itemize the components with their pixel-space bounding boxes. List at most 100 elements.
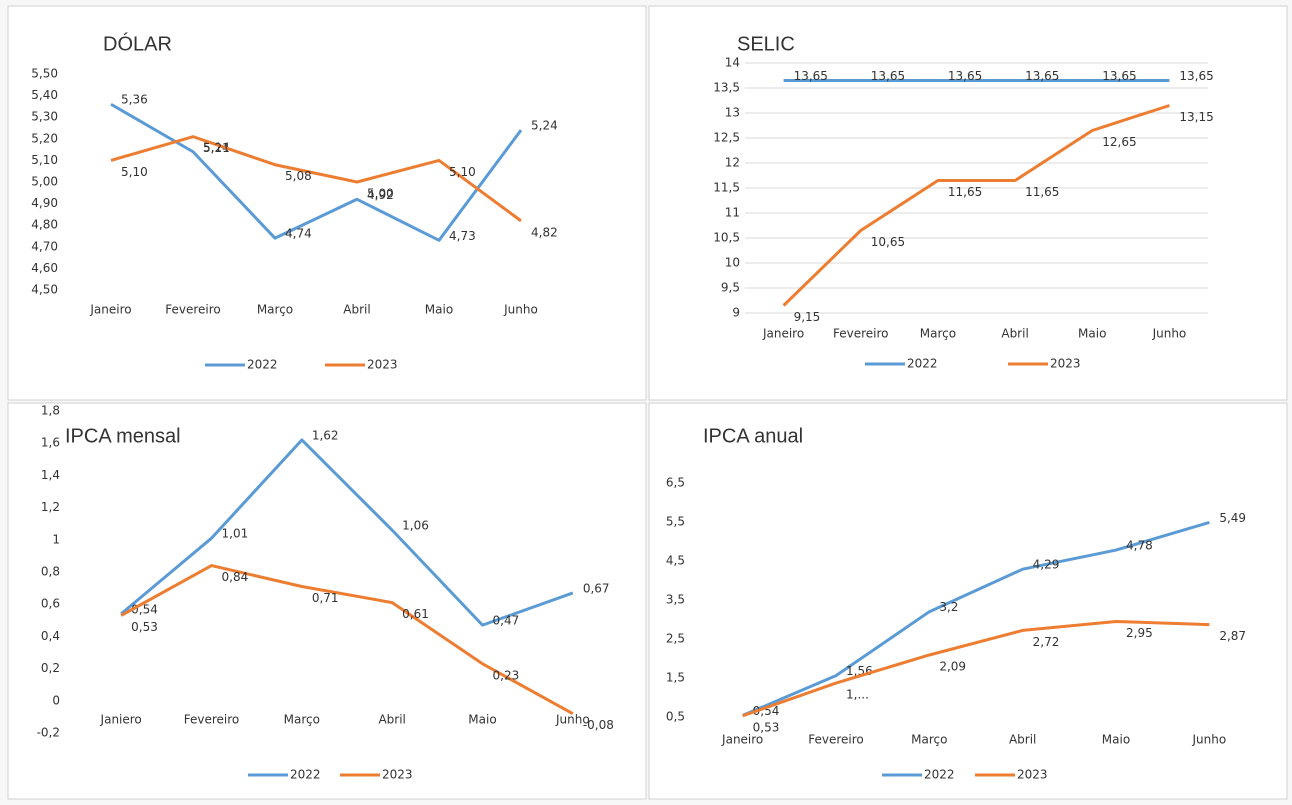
- x-tick-label: Janeiro: [89, 303, 131, 317]
- data-label: 4,78: [1126, 539, 1153, 553]
- data-label: 13,65: [1179, 69, 1213, 83]
- series-line: [110, 102, 523, 242]
- x-tick-label: Janiero: [100, 713, 142, 727]
- x-tick-label: Fevereiro: [833, 327, 889, 341]
- data-label: 13,65: [948, 69, 982, 83]
- y-tick-label: 14: [725, 56, 740, 70]
- data-label: 10,65: [871, 235, 905, 249]
- x-tick-label: Abril: [343, 303, 370, 317]
- chart-panel: [648, 402, 1288, 800]
- legend-label: 2023: [1050, 357, 1081, 371]
- y-tick-label: 1,8: [41, 404, 60, 418]
- x-tick-label: Abril: [1001, 327, 1028, 341]
- data-label: 0,61: [402, 607, 429, 621]
- y-tick-label: 5,5: [666, 515, 685, 529]
- data-label: 5,00: [367, 187, 394, 201]
- data-label: 11,65: [1025, 185, 1059, 199]
- x-tick-label: Maio: [468, 713, 496, 727]
- data-label: 11,65: [948, 185, 982, 199]
- data-label: 0,53: [753, 720, 780, 734]
- data-label: 2,72: [1033, 635, 1060, 649]
- y-tick-label: 13,5: [713, 81, 740, 95]
- data-label: 2,87: [1219, 629, 1246, 643]
- y-tick-label: 5,10: [31, 153, 58, 167]
- data-label: 1,06: [402, 519, 429, 533]
- x-tick-label: Maio: [1102, 733, 1130, 747]
- x-tick-label: Março: [920, 327, 956, 341]
- x-tick-label: Março: [257, 303, 293, 317]
- data-label: 2,09: [939, 659, 966, 673]
- y-tick-label: 9: [732, 306, 740, 320]
- x-tick-label: Fevereiro: [808, 733, 864, 747]
- y-tick-label: 0,8: [41, 565, 60, 579]
- data-label: 5,21: [203, 141, 230, 155]
- x-tick-label: Março: [911, 733, 947, 747]
- data-label: 0,23: [493, 668, 520, 682]
- data-label: 1,01: [222, 527, 249, 541]
- y-tick-label: 4,50: [31, 283, 58, 297]
- y-tick-label: 12,5: [713, 131, 740, 145]
- x-tick-label: Fevereiro: [165, 303, 221, 317]
- x-tick-label: Março: [284, 713, 320, 727]
- legend-label: 2022: [907, 357, 938, 371]
- x-tick-label: Abril: [1009, 733, 1036, 747]
- y-tick-label: 5,00: [31, 175, 58, 189]
- x-tick-label: Junho: [503, 303, 538, 317]
- y-tick-label: 1,6: [41, 436, 60, 450]
- data-label: 2,95: [1126, 626, 1153, 640]
- x-tick-label: Junho: [555, 713, 590, 727]
- legend-label: 2022: [290, 768, 321, 782]
- y-tick-label: 4,80: [31, 218, 58, 232]
- y-tick-label: -0,2: [37, 726, 60, 740]
- y-tick-label: 10,5: [713, 231, 740, 245]
- y-tick-label: 0,5: [666, 710, 685, 724]
- data-label: 0,53: [131, 620, 158, 634]
- y-tick-label: 1,5: [666, 671, 685, 685]
- data-label: 0,84: [222, 570, 249, 584]
- x-tick-label: Fevereiro: [184, 713, 240, 727]
- data-label: 5,08: [285, 169, 312, 183]
- y-tick-label: 9,5: [721, 281, 740, 295]
- data-label: 0,67: [583, 581, 610, 595]
- legend-label: 2022: [247, 358, 278, 372]
- data-label: 4,73: [449, 229, 476, 243]
- series-line: [742, 619, 1210, 718]
- y-tick-label: 11,5: [713, 181, 740, 195]
- data-label: 1,62: [312, 428, 339, 442]
- data-label: 4,74: [285, 227, 312, 241]
- y-tick-label: 0,4: [41, 629, 60, 643]
- chart-title: DÓLAR: [103, 32, 172, 55]
- data-label: 13,15: [1179, 110, 1213, 124]
- data-label: 9,15: [794, 310, 821, 324]
- data-label: 13,65: [794, 69, 828, 83]
- y-tick-label: 4,70: [31, 239, 58, 253]
- data-label: 5,10: [449, 165, 476, 179]
- x-tick-label: Junho: [1191, 733, 1226, 747]
- y-tick-label: 4,60: [31, 261, 58, 275]
- data-label: 5,49: [1219, 511, 1246, 525]
- y-tick-label: 10: [725, 256, 740, 270]
- y-tick-label: 4,90: [31, 196, 58, 210]
- data-label: -0,08: [583, 718, 614, 732]
- chart-title: SELIC: [737, 33, 795, 55]
- chart-panel: [7, 5, 647, 401]
- y-tick-label: 11: [725, 206, 740, 220]
- chart-panel: [648, 5, 1288, 401]
- legend-label: 2022: [924, 768, 955, 782]
- y-tick-label: 0: [52, 693, 60, 707]
- data-label: 4,29: [1033, 558, 1060, 572]
- data-label: 5,24: [531, 119, 558, 133]
- y-tick-label: 5,30: [31, 110, 58, 124]
- x-tick-label: Junho: [1152, 327, 1187, 341]
- y-tick-label: 4,5: [666, 554, 685, 568]
- data-label: 5,10: [121, 165, 148, 179]
- data-label: 3,2: [939, 600, 958, 614]
- series-line: [110, 135, 522, 223]
- y-tick-label: 5,50: [31, 67, 58, 81]
- y-tick-label: 0,2: [41, 661, 60, 675]
- x-tick-label: Janeiro: [762, 327, 804, 341]
- data-label: 13,65: [1102, 69, 1136, 83]
- chart-title: IPCA anual: [703, 425, 803, 447]
- legend-label: 2023: [1017, 768, 1048, 782]
